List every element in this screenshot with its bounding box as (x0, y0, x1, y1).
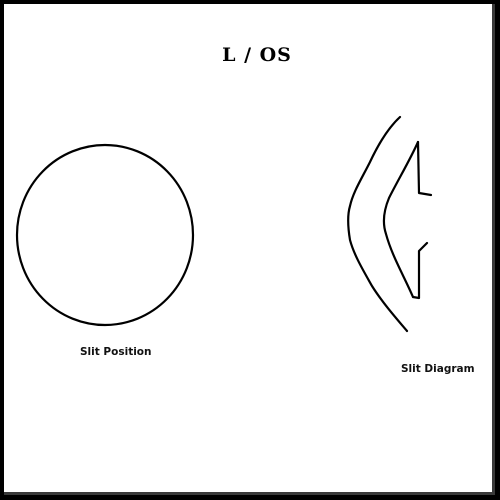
slit-diagram-vertical-edge-bottom (411, 241, 429, 300)
page-title-text: L / OS (222, 44, 292, 66)
slit-diagram-inner-profile (382, 140, 420, 299)
slit-diagram-vertical-edge-top (416, 140, 433, 197)
slit-diagram-label: Slit Diagram (401, 363, 475, 375)
drawing-canvas (4, 4, 495, 495)
slit-diagram-outer-arc (347, 115, 409, 333)
slit-position-label: Slit Position (80, 346, 152, 358)
slit-position-circle (15, 143, 195, 327)
page-title: L / OS (0, 44, 500, 66)
